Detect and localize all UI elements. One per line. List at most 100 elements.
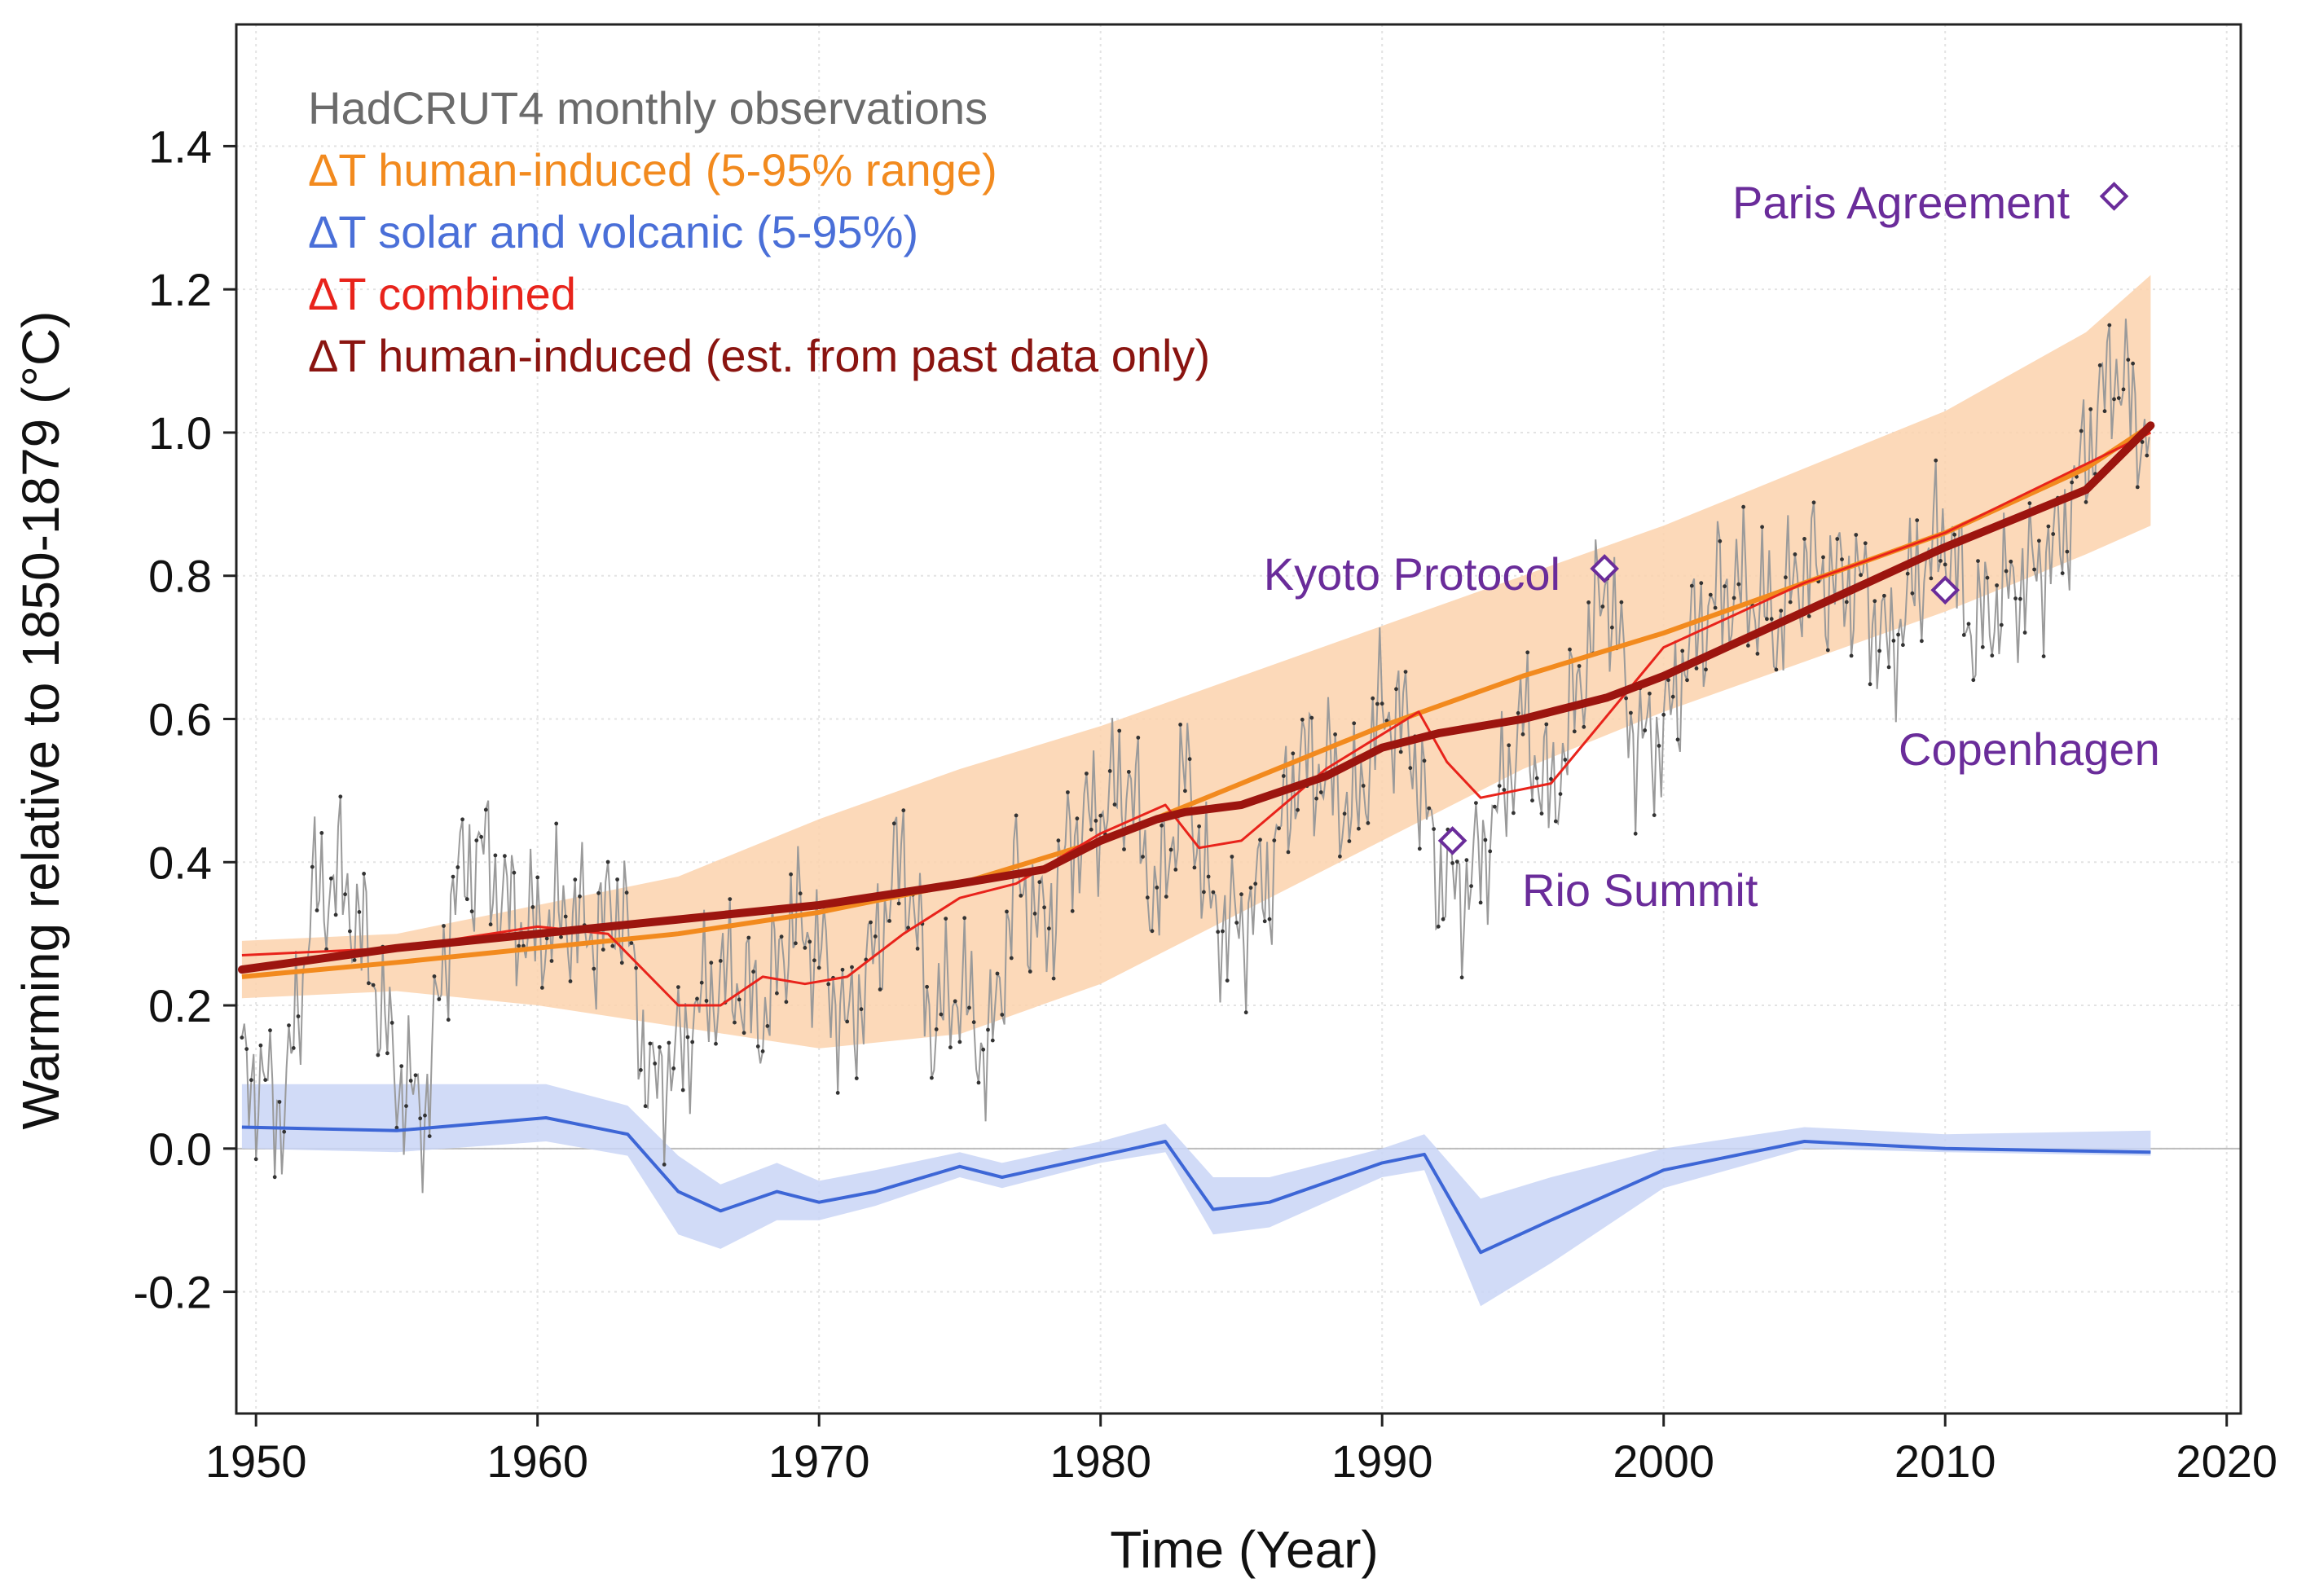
observation-point — [1141, 855, 1145, 859]
series-lines — [237, 421, 2155, 1255]
observation-point — [1854, 533, 1859, 537]
observation-point — [1549, 776, 1553, 781]
observation-point — [845, 1019, 850, 1024]
observation-point — [437, 997, 442, 1001]
observation-point — [1300, 717, 1305, 722]
observation-point — [1296, 807, 1300, 812]
observation-point — [328, 876, 333, 881]
observation-point — [2022, 631, 2027, 635]
observation-point — [544, 936, 549, 941]
observation-point — [2131, 361, 2136, 366]
observation-point — [1168, 847, 1173, 852]
observation-point — [503, 854, 507, 859]
observation-point — [1920, 639, 1924, 644]
observation-point — [1891, 639, 1896, 643]
observation-point — [1216, 930, 1221, 934]
observation-point — [1938, 559, 1943, 563]
observation-point — [1670, 694, 1675, 699]
observation-point — [1835, 537, 1840, 541]
legend-entry-combined: ΔT combined — [308, 268, 576, 319]
observation-point — [2126, 358, 2131, 362]
observation-point — [2004, 569, 2009, 574]
observation-point — [540, 986, 544, 990]
observation-point — [338, 794, 343, 799]
observation-point — [1277, 826, 1281, 831]
observation-point — [887, 919, 891, 923]
observations-line — [240, 319, 2150, 1194]
observation-point — [592, 966, 596, 971]
observation-point — [1347, 839, 1352, 843]
observation-point — [901, 808, 906, 813]
observation-point — [1685, 678, 1689, 683]
observation-point — [733, 1020, 737, 1025]
observation-point — [554, 821, 559, 826]
observation-point — [1225, 978, 1230, 983]
observation-point — [2070, 480, 2075, 485]
observation-point — [784, 1000, 789, 1005]
observation-point — [695, 996, 699, 1001]
observation-point — [676, 985, 680, 989]
annotation-markers — [1437, 182, 2129, 855]
observation-point — [1877, 649, 1882, 653]
observation-point — [1464, 858, 1469, 863]
observation-point — [2027, 501, 2032, 506]
observation-point — [1066, 790, 1070, 794]
observation-point — [455, 865, 460, 869]
observation-point — [1624, 696, 1628, 701]
observation-point — [751, 969, 755, 974]
observation-point — [1708, 592, 1713, 597]
observation-point — [610, 943, 615, 948]
observation-point — [667, 1040, 671, 1045]
observation-point — [563, 914, 568, 919]
observation-point — [2121, 387, 2126, 392]
observation-point — [986, 1027, 990, 1032]
observation-point — [1840, 557, 1844, 561]
observation-point — [1915, 518, 1920, 522]
observation-point — [1107, 769, 1112, 773]
observation-point — [469, 909, 474, 914]
observation-point — [1999, 622, 2004, 627]
observation-point — [1291, 751, 1296, 756]
observation-point — [1652, 813, 1657, 817]
observation-point — [746, 935, 751, 940]
observation-point — [765, 1024, 770, 1028]
observation-point — [779, 934, 784, 939]
observation-point — [521, 943, 526, 948]
observation-point — [408, 1079, 413, 1083]
observation-point — [244, 1047, 249, 1051]
observation-point — [240, 1035, 244, 1040]
observation-point — [2079, 429, 2084, 433]
observation-point — [483, 807, 488, 812]
observation-point — [263, 1078, 268, 1082]
observation-point — [1882, 593, 1886, 598]
observation-point — [596, 890, 601, 895]
observation-point — [427, 1134, 432, 1138]
observation-point — [394, 1125, 399, 1130]
observation-point — [474, 838, 479, 842]
observation-point — [2097, 363, 2102, 367]
observation-point — [1544, 722, 1549, 727]
observation-point — [915, 947, 920, 951]
observation-point — [1047, 926, 1051, 931]
observation-point — [1849, 653, 1854, 658]
observation-point — [2145, 453, 2150, 458]
observation-point — [418, 1116, 423, 1121]
observation-point — [1160, 823, 1164, 828]
observation-point — [399, 1064, 404, 1068]
observation-point — [1699, 581, 1704, 586]
observation-point — [737, 997, 741, 1002]
observation-point — [343, 892, 347, 897]
observation-point — [549, 959, 554, 963]
observation-point — [1806, 614, 1811, 618]
observation-point — [1886, 665, 1891, 670]
observation-point — [1009, 956, 1014, 961]
observation-point — [1014, 813, 1019, 818]
observation-point — [559, 934, 563, 939]
observation-point — [1741, 504, 1746, 509]
observation-point — [948, 1045, 953, 1049]
observation-point — [446, 1018, 451, 1022]
observation-point — [442, 924, 446, 928]
observation-point — [709, 961, 714, 965]
observation-point — [1497, 784, 1502, 788]
observation-point — [615, 877, 619, 882]
